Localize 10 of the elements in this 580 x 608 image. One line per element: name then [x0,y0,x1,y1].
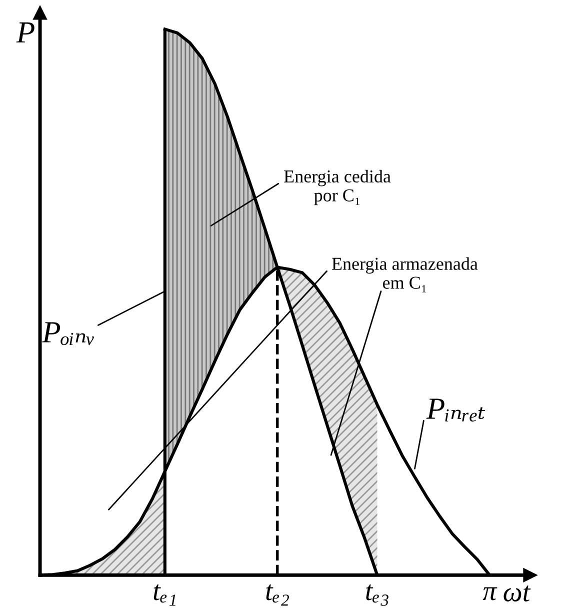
text: Pₒᵢₙᵥ [42,322,94,346]
text: π [482,587,498,600]
x-axis-title: ωt [504,586,531,602]
series-label: Pᵢₙᵣₑₜ [426,398,486,422]
text: tₑ₃ [366,584,388,606]
y-axis-title: P [16,22,34,42]
text: tₑ₂ [266,584,289,606]
annotation: Energia armazenada em C₁ [332,257,478,292]
text: tₑ₁ [154,584,176,606]
annotation: Energia cedida por C₁ [284,170,391,206]
